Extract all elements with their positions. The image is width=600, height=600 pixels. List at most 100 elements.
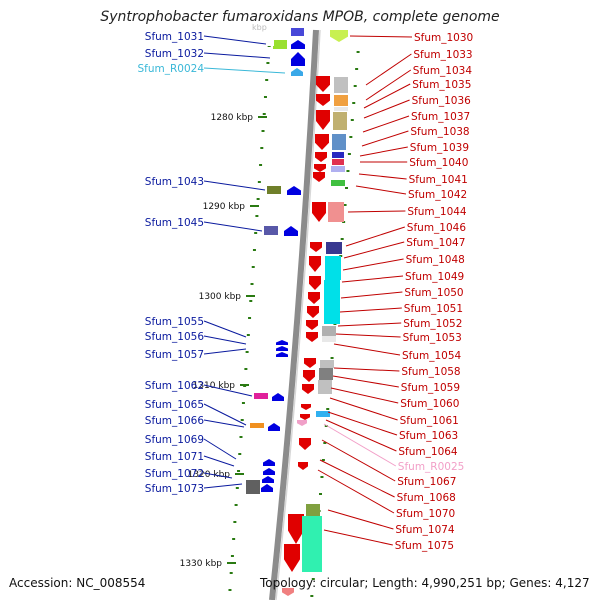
gene-arrow-reverse [291,68,303,76]
gene-function-box-left [250,423,264,428]
scale-minor-tick-right [349,136,353,138]
right-leader-line [343,241,405,259]
scale-tick-label: 1320 kbp [188,470,231,480]
gene-function-box-right [334,107,348,111]
right-leader-line [341,275,404,283]
scale-minor-tick-right [319,493,323,495]
scale-minor-tick [230,555,234,557]
right-gene-label: Sfum_1040 [409,157,468,169]
gene-arrow-reverse [272,393,284,401]
scale-minor-tick [234,504,238,506]
scale-minor-tick-right [311,578,315,580]
right-leader-line [333,367,400,372]
right-gene-label: Sfum_1050 [404,287,463,299]
right-leader-line [317,469,395,514]
scale-tick-label: 1300 kbp [199,292,242,302]
gene-function-box-right [322,326,336,336]
right-gene-label: Sfum_1047 [406,237,465,249]
right-leader-line [333,343,401,356]
scale-minor-tick [244,368,248,370]
left-gene-label: Sfum_1057 [145,349,204,361]
scale-minor-tick [266,62,270,64]
right-leader-line [321,439,396,482]
gene-arrow-forward [284,544,300,572]
gene-arrow-forward [309,256,321,272]
gene-arrow-forward [314,164,326,172]
gene-function-box-left [264,34,274,46]
scale-minor-tick-right [352,102,356,104]
right-gene-label: Sfum_1041 [409,174,468,186]
right-gene-label: Sfum_1064 [398,446,458,458]
scale-minor-tick-right [324,425,328,427]
right-leader-line [365,69,412,101]
scale-minor-tick [229,572,233,574]
scale-minor-tick-right [343,204,347,206]
right-gene-label: Sfum_1038 [410,126,469,138]
gene-function-box-right [331,180,345,186]
right-leader-line [323,529,393,546]
gene-arrow-forward [288,514,304,544]
scale-minor-tick [260,147,264,149]
scale-minor-tick [261,130,265,132]
left-gene-label: Sfum_1069 [145,434,204,446]
scale-minor-tick [257,181,261,183]
gene-arrow-forward [312,202,326,222]
gene-arrow-forward [301,404,311,410]
gene-arrow-forward [299,438,311,450]
gene-arrow-forward [316,110,330,130]
gene-function-box [273,40,287,49]
gene-arrow-forward [309,276,321,290]
scale-minor-tick [255,215,259,217]
gene-arrow-forward [282,588,294,596]
scale-major-tick [235,473,244,475]
scale-minor-tick [245,351,249,353]
right-gene-label: Sfum_1037 [411,111,470,123]
gene-function-box-right [325,256,341,280]
right-gene-label: Sfum_1030 [414,32,473,44]
gene-function-box-right [328,202,344,222]
right-gene-label: Sfum_1036 [412,95,472,107]
scale-minor-tick [252,249,256,251]
gene-arrow-reverse [276,346,288,351]
right-gene-label: Sfum_1074 [395,524,455,536]
scale-minor-tick-right [353,85,357,87]
gene-arrow-forward [330,30,348,42]
gene-arrow-forward [306,320,318,330]
gene-arrow-forward [315,134,329,150]
scale-minor-tick [265,79,269,81]
gene-arrow-reverse [291,52,305,66]
left-leader-line [203,419,245,428]
gene-function-box-right [302,516,322,572]
scale-minor-tick-right [355,68,359,70]
gene-function-box-right [319,368,333,380]
left-leader-line [203,455,235,467]
gene-function-box-right [334,95,348,106]
right-leader-line [342,258,404,271]
scale-minor-tick [249,300,253,302]
gene-block-reverse [291,28,304,36]
scale-minor-tick-right [346,170,350,172]
gene-arrow-reverse [268,423,280,431]
scale-minor-tick [239,436,243,438]
gene-function-box-right [331,166,345,172]
gene-function-box-right [324,280,340,324]
right-leader-line [319,459,395,498]
gene-function-box-right [318,380,332,394]
gene-function-box-right [316,411,330,417]
scale-minor-tick [263,96,267,98]
gene-arrow-forward [307,306,319,318]
accession-text: Accession: NC_008554 [9,576,146,590]
gene-arrow-reverse [287,186,301,195]
right-leader-line [340,291,403,299]
left-gene-label: Sfum_1055 [145,316,204,328]
right-leader-line [329,397,398,421]
scale-minor-tick [232,538,236,540]
right-gene-label: Sfum_1075 [395,540,454,552]
topology-text: Topology: circular; Length: 4,990,251 bp… [260,576,590,590]
scale-minor-tick-right [347,153,351,155]
right-gene-label: Sfum_1042 [408,189,467,201]
scale-minor-tick [240,419,244,421]
left-leader-line [203,67,286,74]
